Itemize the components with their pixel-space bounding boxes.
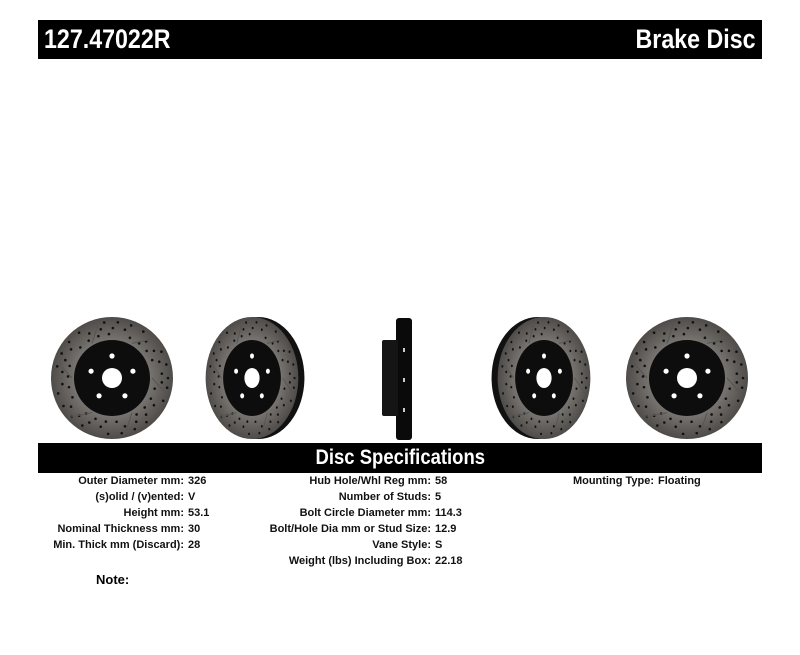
title-bar: 127.47022R Brake Disc: [38, 20, 762, 59]
disc-angled-right-view: [491, 317, 591, 439]
spec-label: Hub Hole/Whl Reg mm:: [309, 475, 431, 487]
spec-label: Mounting Type:: [572, 475, 654, 487]
spec-value: V: [188, 491, 196, 503]
spec-label: Nominal Thickness mm:: [57, 523, 184, 535]
spec-label: Weight (lbs) Including Box:: [288, 555, 431, 567]
spec-label: Vane Style:: [372, 539, 431, 551]
spec-label: Number of Studs:: [338, 491, 431, 503]
section-header: Disc Specifications: [38, 443, 762, 473]
part-number: 127.47022R: [44, 24, 171, 54]
spec-value: 53.1: [188, 507, 210, 519]
spec-label: Height mm:: [123, 507, 185, 519]
spec-value: 5: [435, 491, 442, 503]
spec-value: 22.18: [435, 555, 463, 567]
spec-value: 58: [435, 475, 448, 487]
note-label: Note:: [96, 572, 130, 587]
spec-value: 28: [188, 539, 201, 551]
spec-value: Floating: [658, 475, 701, 487]
disc-images: [51, 317, 748, 440]
spec-label: Outer Diameter mm:: [78, 475, 184, 487]
spec-label: Min. Thick mm (Discard):: [53, 539, 184, 551]
spec-label: Bolt Circle Diameter mm:: [299, 507, 431, 519]
spec-label: Bolt/Hole Dia mm or Stud Size:: [269, 523, 431, 535]
spec-value: 30: [188, 523, 201, 535]
product-type: Brake Disc: [635, 24, 756, 54]
spec-value: 114.3: [435, 507, 462, 519]
disc-back-view: [626, 317, 748, 439]
spec-value: 326: [188, 475, 207, 487]
disc-front-view: [51, 317, 173, 439]
spec-value: S: [435, 539, 443, 551]
disc-angled-left-view: [205, 317, 305, 439]
disc-side-view: [382, 318, 412, 440]
spec-label: (s)olid / (v)ented:: [95, 491, 184, 503]
spec-value: 12.9: [435, 523, 457, 535]
